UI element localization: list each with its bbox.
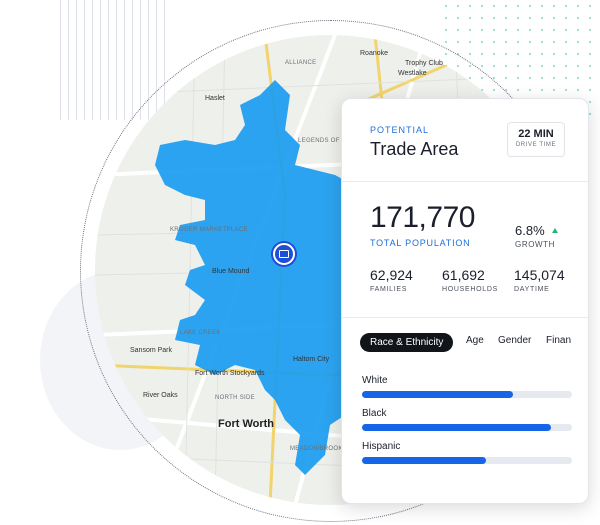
map-place-label: Westlake bbox=[398, 70, 427, 77]
bar-fill-white bbox=[362, 391, 514, 398]
map-place-label: Sansom Park bbox=[130, 347, 173, 354]
divider bbox=[342, 181, 588, 182]
growth-value: 6.8% bbox=[515, 223, 545, 238]
map-place-label: River Oaks bbox=[143, 392, 178, 399]
store-location-pin[interactable] bbox=[273, 243, 295, 265]
tab-finance[interactable]: Finan bbox=[546, 335, 572, 346]
bar-label-white: White bbox=[362, 375, 388, 386]
panel-eyebrow: POTENTIAL bbox=[370, 125, 430, 135]
tab-race-ethnicity[interactable]: Race & Ethnicity bbox=[360, 333, 454, 352]
households-label: HOUSEHOLDS bbox=[442, 286, 499, 293]
families-label: FAMILIES bbox=[370, 286, 408, 293]
daytime-value: 145,074 bbox=[514, 267, 565, 283]
bar-fill-black bbox=[362, 424, 551, 431]
city-label-fort-worth: Fort Worth bbox=[218, 418, 275, 430]
map-place-label: Haltom City bbox=[293, 356, 330, 363]
drive-time-label: DRIVE TIME bbox=[515, 142, 557, 148]
tab-gender[interactable]: Gender bbox=[498, 335, 532, 346]
map-place-label: Haslet bbox=[205, 95, 225, 102]
bar-label-black: Black bbox=[362, 408, 387, 419]
families-value: 62,924 bbox=[370, 267, 413, 283]
total-population-value: 171,770 bbox=[370, 201, 475, 234]
map-place-label: Blue Mound bbox=[212, 268, 250, 275]
map-place-label: LEGENDS OF WESTPORT bbox=[298, 138, 378, 144]
bar-track-black bbox=[362, 424, 572, 431]
divider bbox=[342, 317, 588, 318]
map-place-label: Trophy Club bbox=[405, 60, 443, 67]
growth-up-icon bbox=[552, 228, 558, 233]
households-value: 61,692 bbox=[442, 267, 485, 283]
map-place-label: LAKE CREEK bbox=[180, 330, 221, 336]
panel-title: Trade Area bbox=[370, 139, 459, 159]
total-population-label: TOTAL POPULATION bbox=[370, 238, 471, 248]
map-place-label: KROGER MARKETPLACE bbox=[170, 227, 248, 233]
daytime-label: DAYTIME bbox=[514, 286, 550, 293]
growth-label: GROWTH bbox=[515, 240, 556, 249]
drive-time-value: 22 MIN bbox=[518, 128, 554, 140]
trade-area-panel: POTENTIAL Trade Area 22 MIN DRIVE TIME 1… bbox=[341, 98, 589, 504]
map-place-label: NORTH SIDE bbox=[215, 395, 255, 401]
store-icon bbox=[279, 250, 289, 258]
map-place-label: Fort Worth Stockyards bbox=[195, 370, 265, 377]
bar-fill-hispanic bbox=[362, 457, 486, 464]
drive-time-badge: 22 MIN DRIVE TIME bbox=[507, 122, 565, 157]
bar-track-hispanic bbox=[362, 457, 572, 464]
bar-track-white bbox=[362, 391, 572, 398]
bar-label-hispanic: Hispanic bbox=[362, 441, 401, 452]
tab-age[interactable]: Age bbox=[466, 335, 484, 346]
trade-area-polygon bbox=[155, 80, 440, 475]
map-place-label: Roanoke bbox=[360, 50, 389, 57]
map-place-label: MEADOWBROOK bbox=[290, 446, 343, 452]
map-place-label: ALLIANCE bbox=[285, 60, 317, 66]
